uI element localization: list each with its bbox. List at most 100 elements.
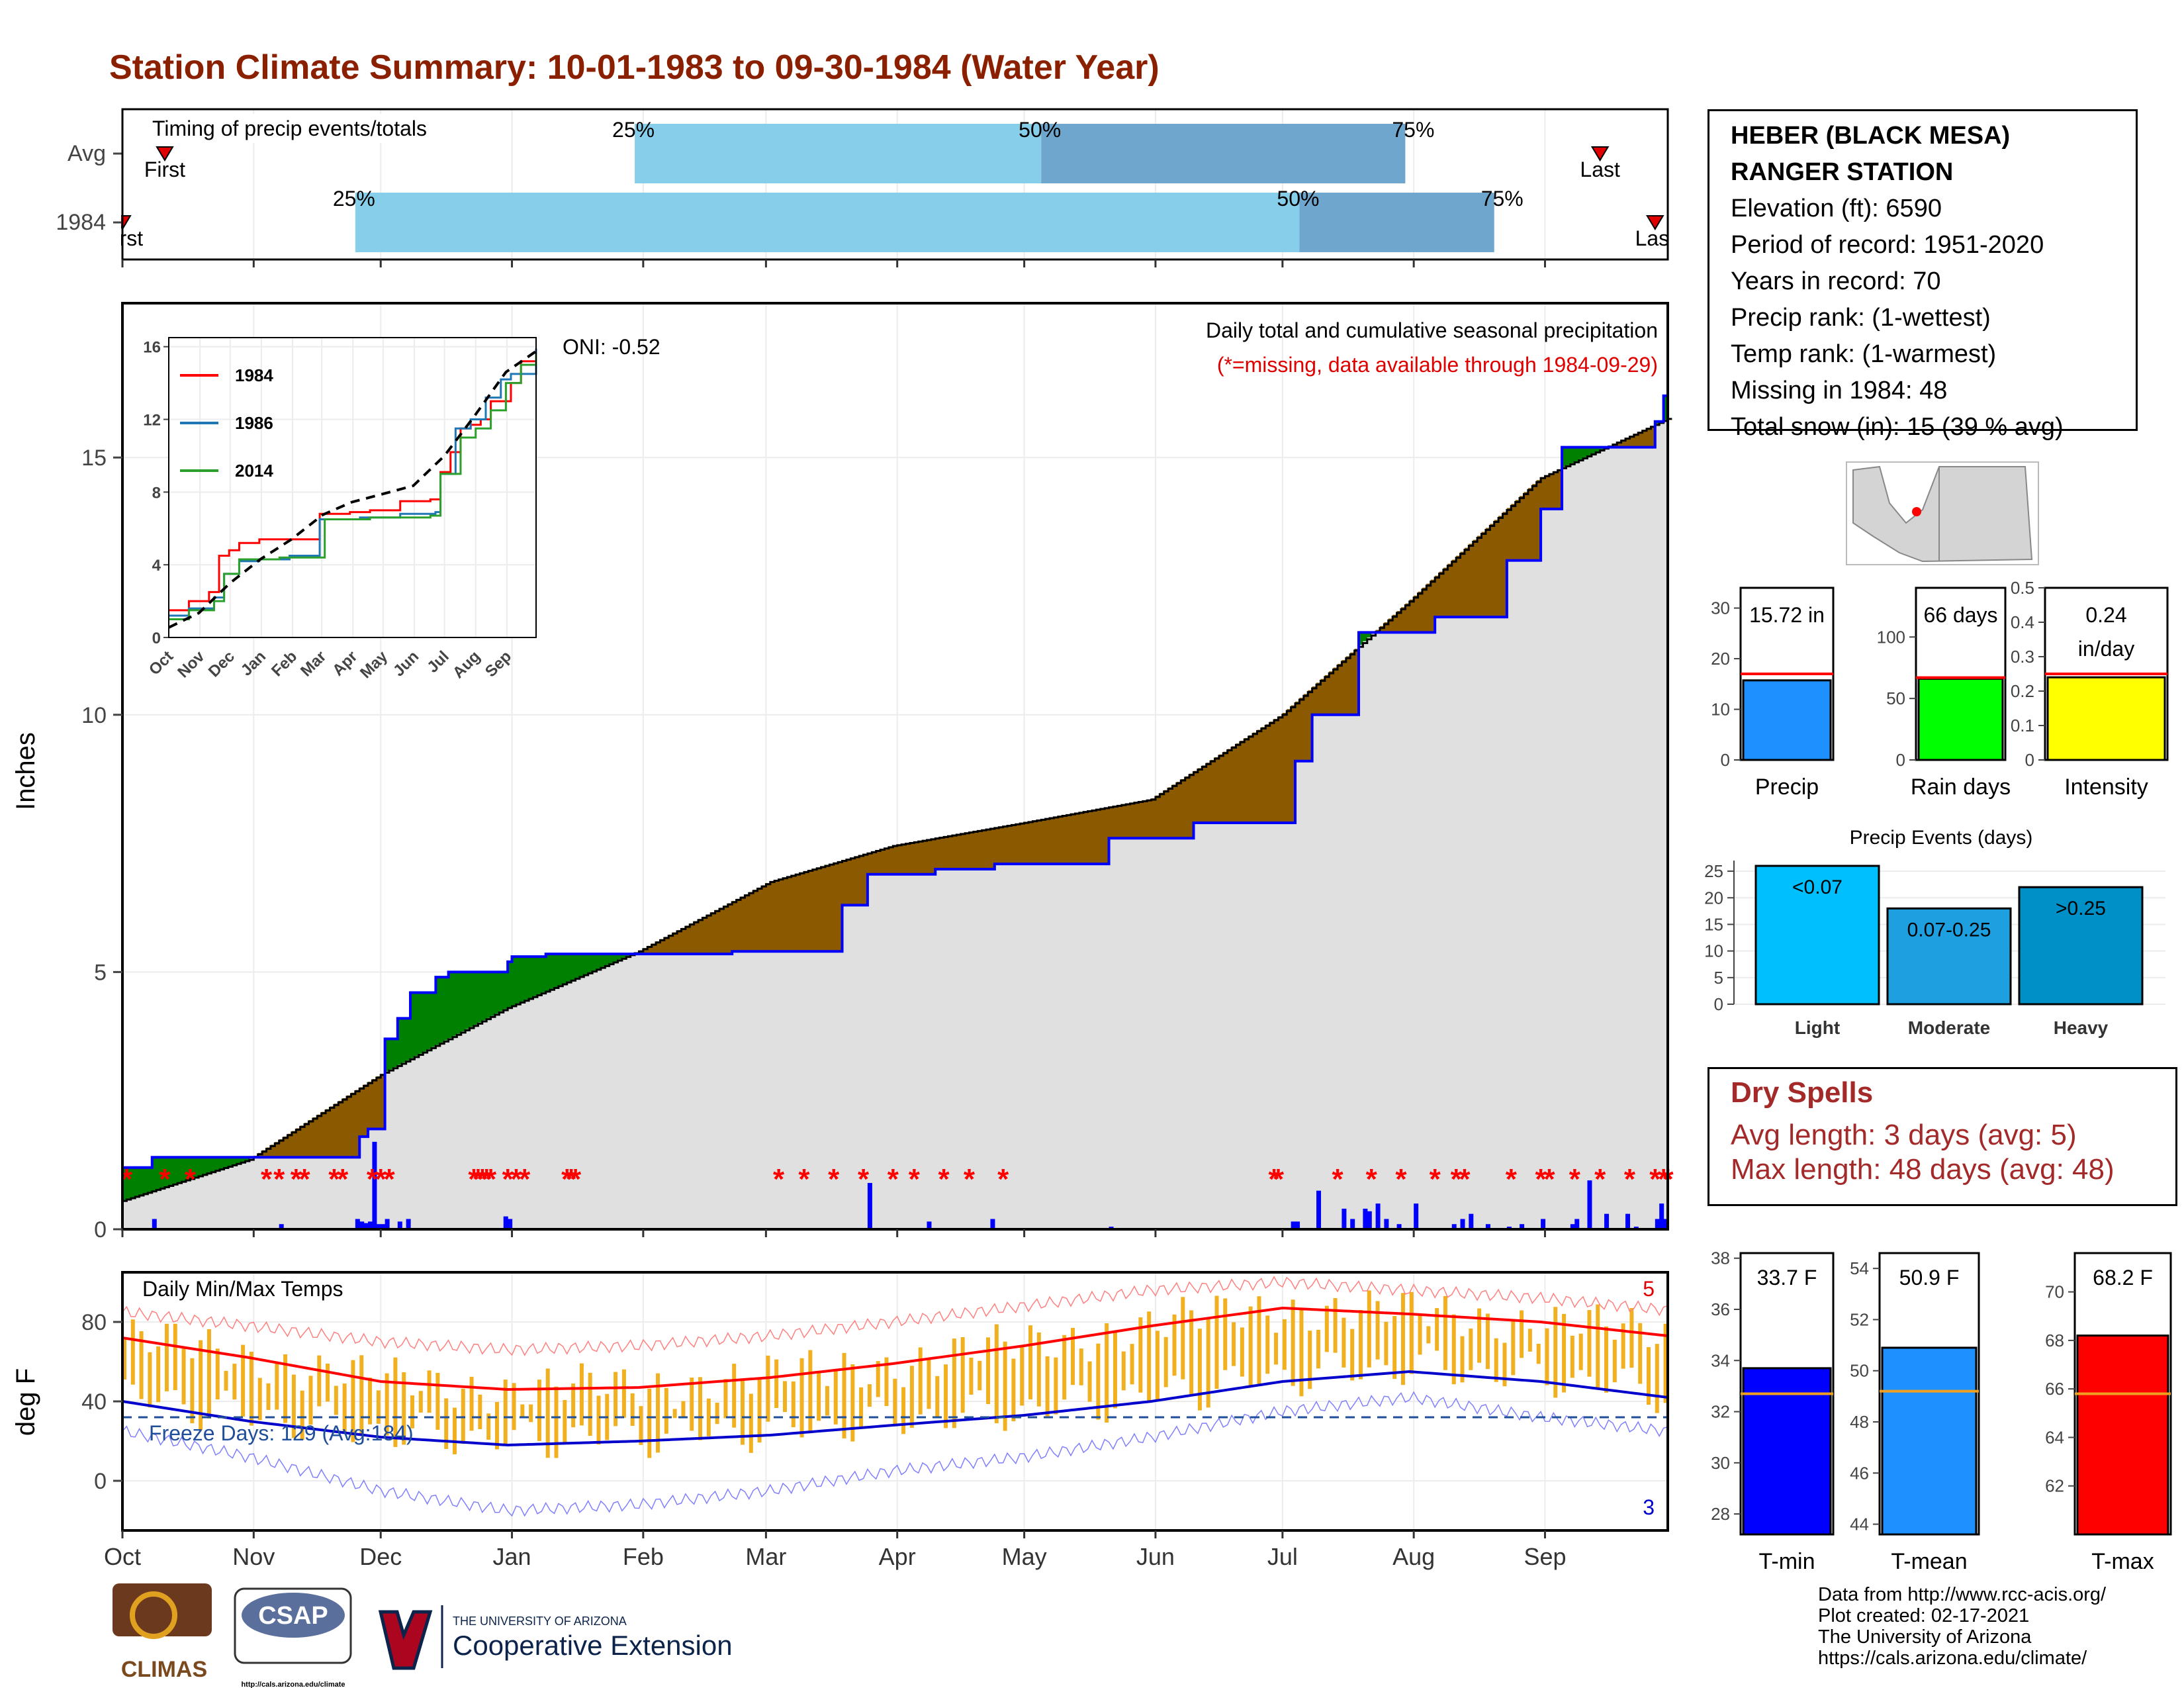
first-event-marker — [156, 146, 174, 162]
daily-temp-bar — [206, 1329, 211, 1419]
cumulative-fill — [948, 868, 953, 1229]
cumulative-fill — [1633, 447, 1639, 1229]
surplus-fill — [1367, 632, 1372, 637]
cumulative-fill — [503, 1009, 508, 1229]
station-elevation: Elevation (ft): 6590 — [1731, 195, 1942, 222]
deficit-fill — [1400, 607, 1406, 633]
missing-day-marker: * — [337, 1163, 349, 1196]
cumulative-fill — [635, 954, 640, 1229]
deficit-fill — [1269, 722, 1275, 823]
cumulative-fill — [867, 874, 872, 1229]
cumulative-fill — [1126, 838, 1131, 1229]
deficit-fill — [1545, 475, 1550, 509]
timing-label-75: 75% — [1392, 118, 1434, 142]
deficit-fill — [1617, 442, 1622, 447]
cumulative-fill — [181, 1181, 187, 1229]
cumulative-fill — [423, 1051, 428, 1229]
cumulative-fill — [1058, 864, 1063, 1229]
surplus-fill — [143, 1167, 148, 1194]
cumulative-fill — [194, 1176, 199, 1229]
surplus-fill — [508, 961, 513, 1008]
daily-precip-bar — [1663, 1219, 1668, 1229]
precip-summary-value: 15.72 in — [1749, 603, 1825, 627]
daily-precip-bar — [406, 1219, 411, 1229]
timing-label-75: 75% — [1481, 187, 1524, 211]
cumulative-fill — [567, 981, 572, 1229]
cumulative-fill — [164, 1186, 169, 1229]
deficit-fill — [1439, 571, 1444, 618]
daily-precip-bar — [368, 1221, 373, 1229]
cumulative-fill — [656, 954, 661, 1229]
cumulative-fill — [909, 874, 915, 1229]
cumulative-fill — [999, 864, 1004, 1229]
surplus-fill — [1562, 447, 1567, 467]
inset-legend-label: 1984 — [235, 365, 273, 385]
daily-precip-bar — [381, 1224, 386, 1229]
cumulative-fill — [444, 1040, 449, 1229]
deficit-fill — [821, 866, 826, 952]
surplus-fill — [148, 1167, 153, 1192]
cumulative-fill — [1155, 838, 1160, 1229]
cumulative-fill — [160, 1188, 165, 1229]
daily-temp-bar — [300, 1390, 304, 1440]
precip-caption: Daily total and cumulative seasonal prec… — [1206, 318, 1658, 342]
cumulative-fill — [1189, 838, 1195, 1229]
cumulative-fill — [130, 1197, 136, 1229]
cumulative-fill — [584, 974, 589, 1229]
cumulative-fill — [1087, 864, 1093, 1229]
daily-temp-bar — [1316, 1329, 1321, 1369]
daily-precip-bar — [1291, 1221, 1296, 1229]
temp-summary-tick-label: 50 — [1850, 1361, 1869, 1381]
daily-temp-bar — [1342, 1317, 1346, 1368]
cumulative-fill — [614, 961, 619, 1229]
daily-temp-bar — [1130, 1344, 1134, 1385]
deficit-fill — [715, 910, 720, 955]
surplus-fill — [177, 1157, 183, 1183]
deficit-fill — [1096, 809, 1101, 865]
daily-temp-bar — [1562, 1313, 1567, 1393]
temp-summary-tick-label: 64 — [2045, 1427, 2064, 1447]
cumulative-fill — [1193, 822, 1199, 1229]
daily-precip-bar — [1541, 1219, 1546, 1229]
cumulative-fill — [1333, 714, 1338, 1229]
deficit-fill — [1414, 595, 1419, 633]
cumulative-fill — [1600, 449, 1605, 1229]
timing-title: Timing of precip events/totals — [152, 117, 427, 140]
temp-y-axis-label: deg F — [11, 1368, 40, 1436]
daily-temp-bar — [1435, 1308, 1439, 1351]
cumulative-fill — [1574, 461, 1580, 1229]
cumulative-fill — [1113, 838, 1118, 1229]
cumulative-fill — [994, 864, 999, 1229]
deficit-fill — [1240, 741, 1245, 823]
cumulative-fill — [448, 1038, 453, 1229]
temp-summary-tick-label: 28 — [1711, 1504, 1730, 1524]
cumulative-fill — [1096, 864, 1101, 1229]
timing-bar-q2 — [1299, 193, 1494, 252]
cumulative-fill — [435, 1045, 441, 1229]
daily-temp-bar — [884, 1357, 889, 1407]
cumulative-fill — [1494, 617, 1499, 1229]
record-min-line — [122, 1391, 1668, 1517]
deficit-fill — [1244, 737, 1250, 823]
cumulative-fill — [300, 1157, 305, 1229]
surplus-fill — [389, 1039, 394, 1070]
cumulative-fill — [393, 1067, 398, 1229]
deficit-fill — [1557, 469, 1563, 509]
daily-temp-bar — [1553, 1307, 1558, 1398]
surplus-fill — [550, 954, 555, 989]
daily-precip-bar — [1604, 1213, 1610, 1229]
missing-day-marker: * — [1594, 1163, 1606, 1196]
deficit-fill — [1473, 539, 1478, 618]
cumulative-fill — [1160, 838, 1165, 1229]
missing-day-marker: * — [1569, 1163, 1581, 1196]
daily-precip-bar — [1342, 1208, 1347, 1229]
inset-line-avg — [168, 350, 537, 629]
daily-temp-bar — [1079, 1348, 1083, 1385]
cumulative-fill — [1036, 864, 1042, 1229]
deficit-fill — [1147, 800, 1152, 839]
cumulative-fill — [1240, 822, 1245, 1229]
daily-temp-bar — [199, 1340, 203, 1430]
cumulative-fill — [533, 996, 538, 1229]
cumulative-fill — [876, 874, 881, 1229]
surplus-fill — [563, 954, 568, 984]
